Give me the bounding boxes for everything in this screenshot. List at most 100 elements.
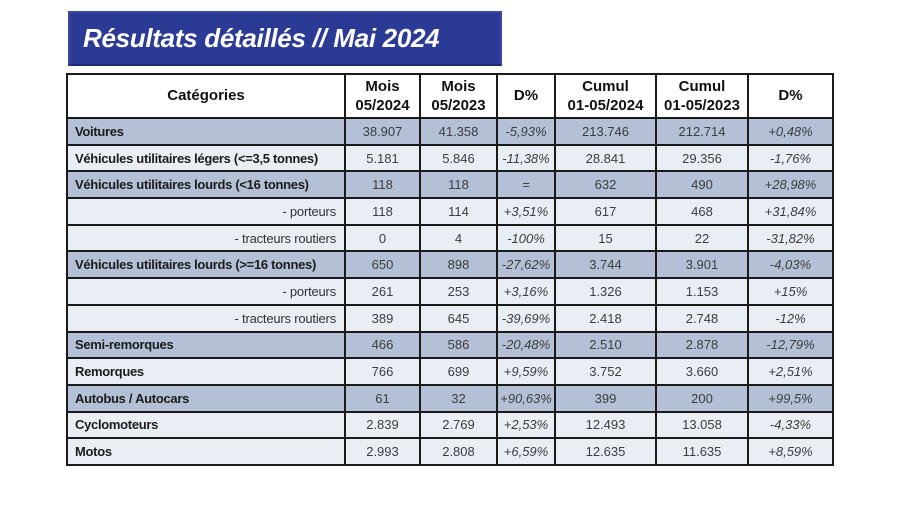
delta-pct-cell: -20,48% bbox=[496, 330, 556, 360]
table-row: Véhicules utilitaires lourds (>=16 tonne… bbox=[66, 250, 834, 280]
value-cell: 466 bbox=[344, 330, 421, 360]
value-cell: 0 bbox=[344, 223, 421, 253]
category-cell: Motos bbox=[66, 437, 346, 466]
delta-pct-cell: -4,03% bbox=[747, 250, 834, 280]
delta-pct-cell: +90,63% bbox=[496, 383, 556, 413]
value-cell: 3.752 bbox=[554, 357, 657, 386]
header-line: Mois bbox=[365, 77, 400, 95]
delta-pct-cell: +3,51% bbox=[496, 197, 556, 226]
delta-pct-cell: -12,79% bbox=[747, 330, 834, 360]
value-cell: 2.769 bbox=[419, 410, 498, 440]
value-cell: 2.418 bbox=[554, 303, 657, 333]
category-cell: Remorques bbox=[66, 357, 346, 386]
delta-pct-cell: +3,16% bbox=[496, 277, 556, 306]
table-header-row: Catégories Mois 05/2024 Mois 05/2023 D% bbox=[66, 73, 834, 119]
category-cell: Voitures bbox=[66, 117, 346, 146]
header-line: 01-05/2024 bbox=[567, 97, 644, 114]
value-cell: 2.839 bbox=[344, 410, 421, 440]
value-cell: 32 bbox=[419, 383, 498, 413]
value-cell: 389 bbox=[344, 303, 421, 333]
delta-pct-cell: -4,33% bbox=[747, 410, 834, 440]
title-banner: Résultats détaillés // Mai 2024 bbox=[68, 11, 502, 66]
table-row: - porteurs 118 114 +3,51% 617 468 +31,84% bbox=[66, 197, 834, 226]
value-cell: 15 bbox=[554, 223, 657, 253]
subcategory-cell: - tracteurs routiers bbox=[66, 223, 346, 253]
delta-pct-cell: +8,59% bbox=[747, 437, 834, 466]
table-row: - tracteurs routiers 389 645 -39,69% 2.418 2.… bbox=[66, 303, 834, 333]
value-cell: 28.841 bbox=[554, 143, 657, 173]
results-table-body: Voitures 38.907 41.358 -5,93% 213.746 212.714… bbox=[66, 117, 834, 466]
header-line: Mois bbox=[441, 77, 476, 95]
value-cell: 253 bbox=[419, 277, 498, 306]
header-line: 05/2024 bbox=[355, 97, 410, 114]
header-line: Cumul bbox=[582, 77, 629, 95]
table-row: Véhicules utilitaires légers (<=3,5 tonn… bbox=[66, 143, 834, 173]
value-cell: 12.493 bbox=[554, 410, 657, 440]
value-cell: 1.326 bbox=[554, 277, 657, 306]
delta-pct-cell: = bbox=[496, 170, 556, 200]
value-cell: 5.846 bbox=[419, 143, 498, 173]
subcategory-cell: - porteurs bbox=[66, 197, 346, 226]
header-line: D% bbox=[778, 87, 803, 105]
value-cell: 468 bbox=[655, 197, 749, 226]
header-line: 05/2023 bbox=[431, 97, 486, 114]
table-row: - porteurs 261 253 +3,16% 1.326 1.153 +15% bbox=[66, 277, 834, 306]
value-cell: 2.993 bbox=[344, 437, 421, 466]
value-cell: 213.746 bbox=[554, 117, 657, 146]
category-cell: Cyclomoteurs bbox=[66, 410, 346, 440]
value-cell: 12.635 bbox=[554, 437, 657, 466]
delta-pct-cell: -5,93% bbox=[496, 117, 556, 146]
value-cell: 11.635 bbox=[655, 437, 749, 466]
table-row: Autobus / Autocars 61 32 +90,63% 399 200 +99,5… bbox=[66, 383, 834, 413]
value-cell: 5.181 bbox=[344, 143, 421, 173]
delta-pct-cell: +2,51% bbox=[747, 357, 834, 386]
value-cell: 118 bbox=[344, 197, 421, 226]
col-header-month-2024: Mois 05/2024 bbox=[344, 73, 421, 119]
value-cell: 3.901 bbox=[655, 250, 749, 280]
table-row: Motos 2.993 2.808 +6,59% 12.635 11.635 +8,59% bbox=[66, 437, 834, 466]
table-row: Cyclomoteurs 2.839 2.769 +2,53% 12.493 13.058… bbox=[66, 410, 834, 440]
delta-pct-cell: +99,5% bbox=[747, 383, 834, 413]
delta-pct-cell: -31,82% bbox=[747, 223, 834, 253]
value-cell: 38.907 bbox=[344, 117, 421, 146]
value-cell: 200 bbox=[655, 383, 749, 413]
page-title: Résultats détaillés // Mai 2024 bbox=[83, 23, 440, 53]
delta-pct-cell: -39,69% bbox=[496, 303, 556, 333]
delta-pct-cell: -1,76% bbox=[747, 143, 834, 173]
col-header-month-2023: Mois 05/2023 bbox=[419, 73, 498, 119]
value-cell: 2.808 bbox=[419, 437, 498, 466]
delta-pct-cell: +28,98% bbox=[747, 170, 834, 200]
header-line: Catégories bbox=[167, 87, 245, 105]
category-cell: Véhicules utilitaires lourds (>=16 tonne… bbox=[66, 250, 346, 280]
header-line: Cumul bbox=[678, 77, 726, 95]
table-row: Semi-remorques 466 586 -20,48% 2.510 2.878 -12… bbox=[66, 330, 834, 360]
value-cell: 699 bbox=[419, 357, 498, 386]
delta-pct-cell: -12% bbox=[747, 303, 834, 333]
col-header-cumul-2023: Cumul 01-05/2023 bbox=[655, 73, 749, 119]
value-cell: 399 bbox=[554, 383, 657, 413]
value-cell: 2.748 bbox=[655, 303, 749, 333]
results-table: Catégories Mois 05/2024 Mois 05/2023 D% bbox=[66, 73, 834, 466]
delta-pct-cell: -100% bbox=[496, 223, 556, 253]
col-header-categories: Catégories bbox=[66, 73, 346, 119]
category-cell: Semi-remorques bbox=[66, 330, 346, 360]
delta-pct-cell: +2,53% bbox=[496, 410, 556, 440]
delta-pct-cell: +9,59% bbox=[496, 357, 556, 386]
delta-pct-cell: +15% bbox=[747, 277, 834, 306]
header-line: 01-05/2023 bbox=[664, 97, 740, 114]
value-cell: 3.660 bbox=[655, 357, 749, 386]
table-row: Véhicules utilitaires lourds (<16 tonnes… bbox=[66, 170, 834, 200]
delta-pct-cell: -27,62% bbox=[496, 250, 556, 280]
value-cell: 114 bbox=[419, 197, 498, 226]
value-cell: 3.744 bbox=[554, 250, 657, 280]
delta-pct-cell: -11,38% bbox=[496, 143, 556, 173]
value-cell: 632 bbox=[554, 170, 657, 200]
value-cell: 118 bbox=[344, 170, 421, 200]
value-cell: 650 bbox=[344, 250, 421, 280]
delta-pct-cell: +31,84% bbox=[747, 197, 834, 226]
value-cell: 898 bbox=[419, 250, 498, 280]
col-header-delta-month: D% bbox=[496, 73, 556, 119]
table-row: Remorques 766 699 +9,59% 3.752 3.660 +2,51% bbox=[66, 357, 834, 386]
table-row: Voitures 38.907 41.358 -5,93% 213.746 212.714… bbox=[66, 117, 834, 146]
value-cell: 13.058 bbox=[655, 410, 749, 440]
